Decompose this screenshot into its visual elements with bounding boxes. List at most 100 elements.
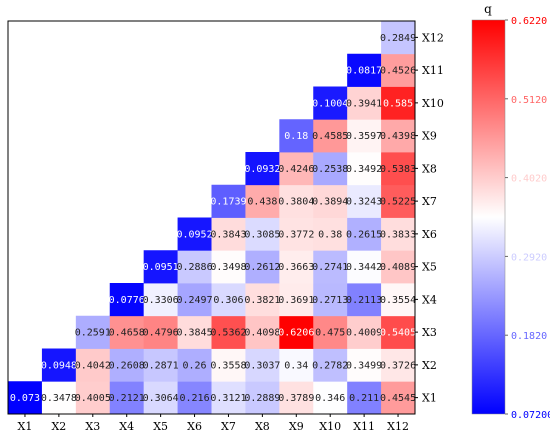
heatmap-cell-X8-X8 bbox=[245, 152, 280, 186]
cell-value-label: 0.3772 bbox=[278, 229, 314, 240]
heatmap-cell-X10-X7 bbox=[313, 184, 348, 218]
cell-value-label: 0.2886 bbox=[176, 262, 212, 273]
heatmap-cell-X9-X4 bbox=[279, 283, 314, 317]
colorbar-gradient bbox=[471, 19, 506, 415]
x-tick-label: X11 bbox=[353, 420, 375, 433]
cell-value-label: 0.2871 bbox=[143, 360, 179, 371]
heatmap-cell-X10-X1 bbox=[313, 381, 348, 415]
cell-value-label: 0.4545 bbox=[380, 393, 416, 404]
heatmap-cell-X2-X1 bbox=[41, 381, 77, 415]
heatmap-cell-X12-X1 bbox=[381, 381, 416, 415]
colorbar-tick-label: 0.2920 bbox=[511, 252, 547, 263]
cell-value-label: 0.3085 bbox=[244, 229, 280, 240]
y-tick-label: X4 bbox=[422, 293, 437, 306]
cell-value-label: 0.3597 bbox=[346, 131, 382, 142]
cell-value-label: 0.4042 bbox=[75, 360, 111, 371]
cell-value-label: 0.18 bbox=[284, 131, 308, 142]
heatmap-cell-X10-X6 bbox=[313, 217, 348, 251]
x-tick-label: X6 bbox=[187, 420, 202, 433]
heatmap-cell-X8-X3 bbox=[245, 315, 280, 349]
cell-value-label: 0.216 bbox=[179, 393, 209, 404]
y-tick-label: X6 bbox=[422, 228, 437, 241]
heatmap-cell-X10-X4 bbox=[313, 283, 348, 317]
colorbar-tick-label: 0.07200 bbox=[511, 410, 550, 421]
heatmap-cell-X6-X4 bbox=[177, 283, 212, 317]
cell-value-label: 0.2497 bbox=[176, 295, 212, 306]
heatmap-cell-X12-X2 bbox=[381, 348, 416, 382]
cell-value-label: 0.38 bbox=[318, 229, 342, 240]
cell-value-label: 0.3478 bbox=[41, 393, 77, 404]
heatmap-cell-X3-X2 bbox=[75, 348, 111, 382]
heatmap-cell-X11-X4 bbox=[347, 283, 382, 317]
cell-value-label: 0.2113 bbox=[346, 295, 382, 306]
heatmap-cell-X11-X5 bbox=[347, 250, 382, 284]
x-tick-label: X8 bbox=[255, 420, 270, 433]
cell-value-label: 0.3492 bbox=[346, 164, 382, 175]
x-tick-label: X3 bbox=[85, 420, 100, 433]
x-tick-label: X12 bbox=[387, 420, 409, 433]
cell-value-label: 0.4098 bbox=[244, 328, 280, 339]
heatmap-cell-X3-X1 bbox=[75, 381, 111, 415]
heatmap-cell-X11-X6 bbox=[347, 217, 382, 251]
heatmap-cell-X7-X3 bbox=[211, 315, 246, 349]
heatmap-cell-X9-X8 bbox=[279, 152, 314, 186]
heatmap-cell-X9-X7 bbox=[279, 184, 314, 218]
y-tick-label: X8 bbox=[422, 162, 437, 175]
cells-layer bbox=[8, 21, 416, 415]
heatmap-cell-X7-X4 bbox=[211, 283, 246, 317]
heatmap-cell-X12-X3 bbox=[381, 315, 416, 349]
cell-value-label: 0.3941 bbox=[346, 98, 382, 109]
y-tick-label: X3 bbox=[422, 326, 437, 339]
y-tick-label: X2 bbox=[422, 359, 437, 372]
heatmap-cell-X4-X2 bbox=[109, 348, 145, 382]
y-tick-label: X7 bbox=[422, 195, 437, 208]
cell-value-label: 0.3306 bbox=[143, 295, 179, 306]
heatmap-cell-X7-X7 bbox=[211, 184, 246, 218]
heatmap-cell-X8-X4 bbox=[245, 283, 280, 317]
heatmap-cell-X5-X4 bbox=[143, 283, 178, 317]
x-tick-label: X2 bbox=[51, 420, 66, 433]
y-tick-label: X5 bbox=[422, 261, 437, 274]
colorbar-label: q bbox=[484, 2, 492, 16]
cell-value-label: 0.3833 bbox=[380, 229, 416, 240]
heatmap-cell-X11-X7 bbox=[347, 184, 382, 218]
cell-value-label: 0.2121 bbox=[109, 393, 145, 404]
cell-value-label: 0.4585 bbox=[312, 131, 348, 142]
x-axis-ticks: X1 X2 X3 X4 X5 X6 X7 X8 X9 X10 X11 X12 bbox=[18, 414, 409, 433]
cell-value-label: 0.3037 bbox=[244, 360, 280, 371]
cell-value-label: 0.3843 bbox=[210, 229, 246, 240]
cell-value-label: 0.3121 bbox=[210, 393, 246, 404]
cell-value-label: 0.4526 bbox=[380, 66, 416, 77]
heatmap-cell-X12-X9 bbox=[381, 119, 416, 153]
cell-value-label: 0.4658 bbox=[109, 328, 145, 339]
cell-value-label: 0.4246 bbox=[278, 164, 314, 175]
heatmap-cell-X6-X1 bbox=[177, 381, 212, 415]
cell-value-label: 0.3663 bbox=[278, 262, 314, 273]
cell-value-label: 0.2782 bbox=[312, 360, 348, 371]
colorbar-tick-label: 0.1820 bbox=[511, 331, 547, 342]
heatmap-cell-X12-X12 bbox=[381, 21, 416, 55]
cell-value-label: 0.3558 bbox=[210, 360, 246, 371]
heatmap-cell-X11-X11 bbox=[347, 53, 382, 87]
y-tick-label: X11 bbox=[422, 64, 444, 77]
heatmap-cell-X6-X2 bbox=[177, 348, 212, 382]
heatmap-cell-X12-X8 bbox=[381, 152, 416, 186]
heatmap-cell-X12-X10 bbox=[381, 86, 416, 120]
x-tick-label: X9 bbox=[289, 420, 304, 433]
cell-value-label: 0.211 bbox=[349, 393, 379, 404]
x-tick-label: X10 bbox=[319, 420, 341, 433]
heatmap-cell-X8-X2 bbox=[245, 348, 280, 382]
heatmap-cell-X4-X1 bbox=[109, 381, 145, 415]
x-tick-label: X4 bbox=[119, 420, 134, 433]
heatmap-cell-X10-X10 bbox=[313, 86, 348, 120]
cell-value-label: 0.2538 bbox=[312, 164, 348, 175]
cell-value-label: 0.2608 bbox=[109, 360, 145, 371]
heatmap-cell-X11-X1 bbox=[347, 381, 382, 415]
cell-value-label: 0.3789 bbox=[278, 393, 314, 404]
cell-value-label: 0.3691 bbox=[278, 295, 314, 306]
colorbar-tick-label: 0.6220 bbox=[511, 16, 547, 27]
cell-value-label: 0.2889 bbox=[244, 393, 280, 404]
cell-value-label: 0.3498 bbox=[210, 262, 246, 273]
heatmap-cell-X11-X10 bbox=[347, 86, 382, 120]
